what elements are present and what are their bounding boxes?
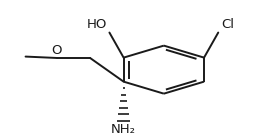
Text: NH₂: NH₂ — [111, 123, 136, 136]
Text: O: O — [51, 44, 62, 57]
Text: Cl: Cl — [221, 18, 234, 31]
Text: HO: HO — [86, 18, 107, 31]
